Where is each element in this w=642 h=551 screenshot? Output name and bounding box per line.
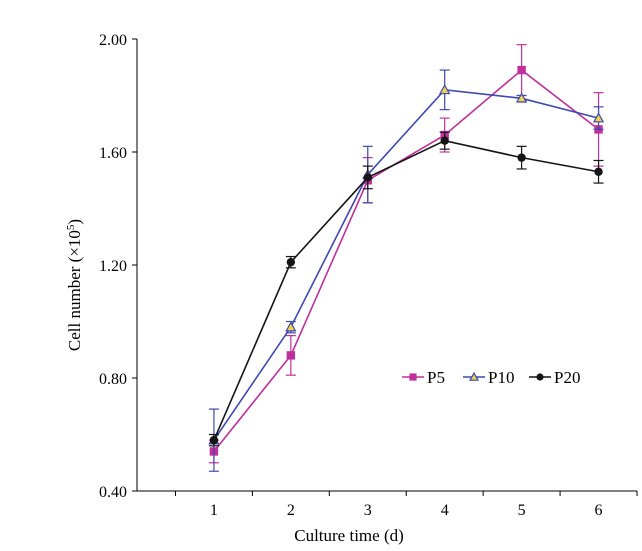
series-line: [213, 69, 600, 452]
series-p5: [208, 44, 604, 464]
data-point: [209, 435, 219, 445]
y-tick-label: 1.20: [99, 258, 127, 275]
data-point: [536, 373, 544, 381]
data-point: [286, 257, 296, 267]
legend-entry-p5: P5: [402, 368, 445, 387]
x-axis-ticks: 1 2 3 4 5 6: [174, 491, 638, 519]
x-tick-label: 2: [287, 502, 295, 519]
y-tick-label: 2.00: [99, 32, 127, 49]
legend-entry-p10: P10: [463, 368, 514, 387]
y-tick-label: 1.60: [99, 145, 127, 162]
data-point: [363, 173, 372, 182]
data-point: [594, 167, 603, 176]
data-point: [515, 92, 528, 103]
data-point: [439, 83, 451, 95]
data-point: [469, 371, 479, 381]
legend-label: P5: [427, 368, 445, 387]
x-tick-label: 6: [595, 502, 603, 519]
legend: P5 P10 P20: [402, 368, 580, 387]
data-point: [440, 136, 449, 145]
series-line: [213, 89, 599, 441]
legend-label: P20: [554, 368, 580, 387]
data-point: [286, 351, 296, 360]
y-axis-ticks: 0.40 0.80 1.20 1.60 2.00: [99, 32, 137, 501]
data-point: [517, 65, 526, 75]
y-tick-label: 0.40: [99, 484, 127, 501]
legend-label: P10: [488, 368, 514, 387]
data-point: [517, 153, 526, 162]
data-point: [409, 373, 417, 381]
x-tick-label: 5: [518, 502, 526, 519]
y-axis-title: Cell number (×105): [65, 219, 84, 351]
series-p20: [208, 131, 604, 447]
legend-entry-p20: P20: [529, 368, 580, 387]
x-tick-label: 1: [210, 502, 218, 519]
x-axis-title: Culture time (d): [294, 526, 404, 545]
x-tick-label: 3: [364, 502, 372, 519]
series-line: [213, 139, 599, 441]
series-layer: [208, 44, 605, 472]
series-p10: [208, 69, 605, 472]
x-tick-label: 4: [441, 502, 449, 519]
data-point: [592, 112, 605, 123]
y-tick-label: 0.80: [99, 371, 127, 388]
data-point: [285, 321, 297, 332]
